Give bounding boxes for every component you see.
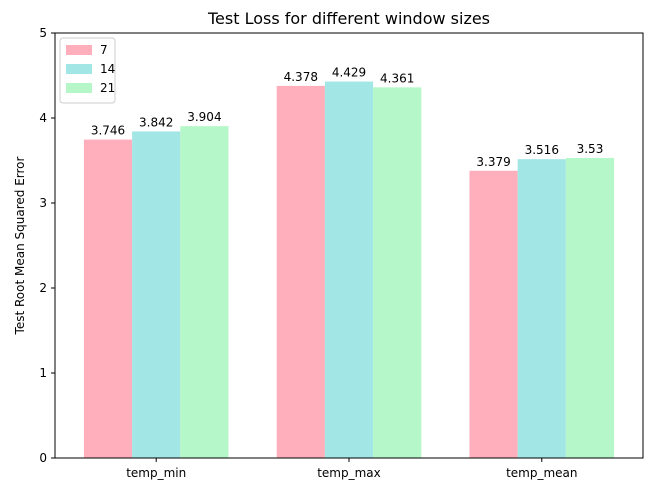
y-tick-label: 3: [39, 196, 47, 210]
bar-temp_min-7: [83, 139, 133, 458]
y-tick-label: 5: [39, 26, 47, 40]
bar-value-label: 3.842: [139, 115, 173, 129]
bar-value-label: 3.516: [525, 143, 559, 157]
y-axis-label: Test Root Mean Squared Error: [13, 156, 27, 335]
bar-temp_min-21: [180, 126, 229, 458]
axes-frame: [54, 32, 644, 459]
bar-value-label: 4.378: [284, 70, 318, 84]
plot-area: 3.746 3.842 3.904 temp_min 4.378 4.429 4.361 te…: [39, 26, 644, 480]
bar-value-label: 3.379: [476, 155, 510, 169]
legend-swatch-7: [66, 45, 92, 55]
legend: 7 14 21: [59, 37, 116, 104]
bar-value-label: 3.904: [187, 110, 221, 124]
legend-swatch-14: [66, 64, 92, 74]
y-tick-label: 2: [39, 281, 47, 295]
x-tick-label: temp_min: [126, 466, 186, 480]
chart-title: Test Loss for different window sizes: [207, 9, 490, 28]
legend-label-7: 7: [100, 43, 108, 57]
bar-temp_mean-7: [469, 170, 518, 458]
y-tick-label: 0: [39, 451, 47, 465]
bar-temp_min-14: [132, 131, 181, 458]
bar-value-label: 3.746: [91, 124, 125, 138]
bar-temp_max-7: [276, 85, 325, 459]
x-tick-label: temp_mean: [506, 466, 577, 480]
bar-temp_mean-14: [517, 159, 566, 458]
bar-value-label: 3.53: [577, 142, 604, 156]
bar-temp_max-21: [373, 87, 422, 458]
x-tick-label: temp_max: [317, 466, 381, 480]
y-tick-label: 4: [39, 111, 47, 125]
bar-value-label: 4.361: [380, 71, 414, 85]
legend-swatch-21: [66, 83, 92, 93]
bar-value-label: 4.429: [332, 66, 366, 80]
bar-temp_mean-21: [565, 157, 615, 458]
y-tick-label: 1: [39, 366, 47, 380]
legend-label-21: 21: [100, 81, 115, 95]
bar-temp_max-14: [324, 81, 374, 458]
legend-label-14: 14: [100, 62, 115, 76]
